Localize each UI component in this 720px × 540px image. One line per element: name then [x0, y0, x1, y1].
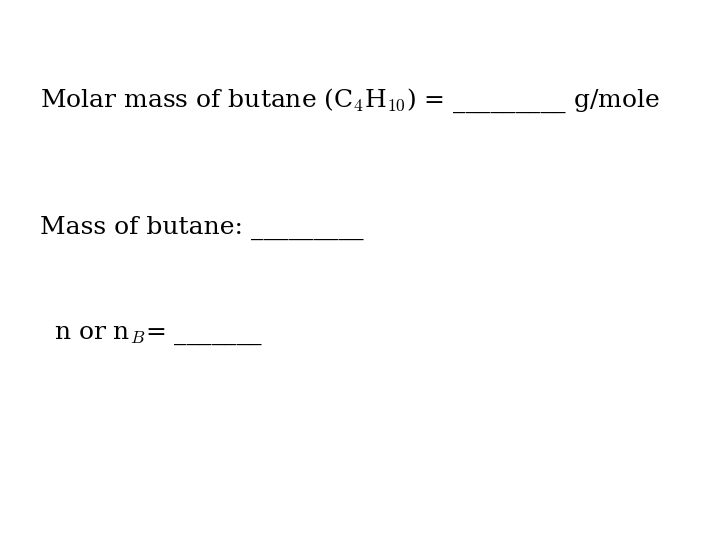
Text: Molar mass of butane (C$_4$H$_{10}$) = _________ g/mole: Molar mass of butane (C$_4$H$_{10}$) = _…: [40, 86, 660, 114]
Text: Mass of butane: _________: Mass of butane: _________: [40, 216, 363, 240]
Text: n or n$_B$= _______: n or n$_B$= _______: [54, 324, 264, 347]
